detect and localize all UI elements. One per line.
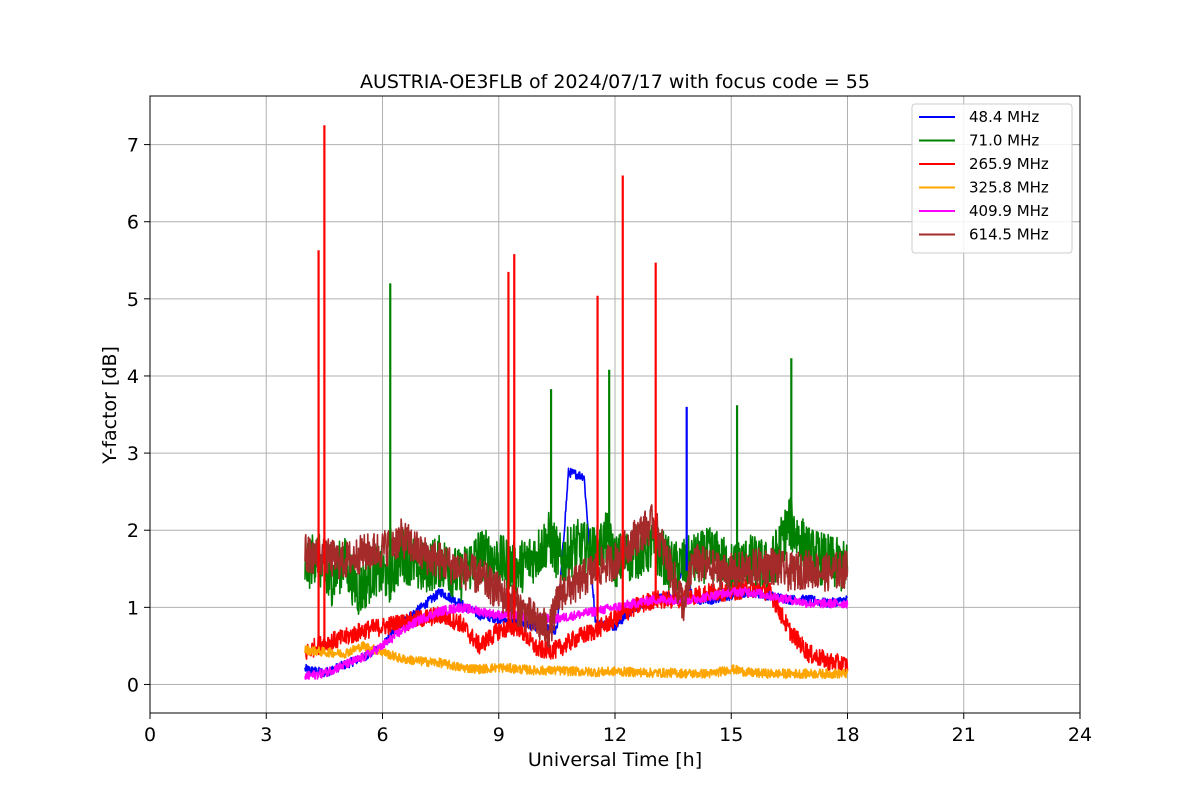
series-line-5: [304, 504, 849, 649]
x-tick-label: 21: [952, 724, 976, 746]
x-tick-label: 12: [603, 724, 627, 746]
series-line-2: [304, 579, 849, 674]
x-tick-label: 18: [835, 724, 859, 746]
x-tick-label: 6: [376, 724, 388, 746]
x-tick-label: 0: [144, 724, 156, 746]
legend-label: 48.4 MHz: [969, 108, 1039, 126]
y-tick-label: 1: [127, 597, 139, 619]
series-line-4: [304, 586, 849, 680]
legend-label: 614.5 MHz: [969, 226, 1049, 244]
series-line-3: [304, 641, 849, 680]
chart-title: AUSTRIA-OE3FLB of 2024/07/17 with focus …: [360, 71, 870, 93]
legend-label: 71.0 MHz: [969, 132, 1039, 150]
legend: 48.4 MHz 71.0 MHz 265.9 MHz 325.8 MHz 409.9…: [911, 103, 1073, 254]
y-tick-label: 6: [127, 212, 139, 234]
y-axis: 0 1 2 3 4 5 6 7: [127, 135, 150, 696]
x-axis-label: Universal Time [h]: [528, 749, 702, 771]
x-tick-label: 3: [260, 724, 272, 746]
y-axis-label: Y-factor [dB]: [99, 346, 121, 465]
plot-area: [304, 125, 849, 680]
y-tick-label: 5: [127, 289, 139, 311]
legend-label: 325.8 MHz: [969, 179, 1049, 197]
x-tick-label: 24: [1068, 724, 1092, 746]
x-tick-label: 15: [719, 724, 743, 746]
y-tick-label: 0: [127, 674, 139, 696]
y-tick-label: 4: [127, 366, 139, 388]
x-axis: 0 3 6 9 12 15 18 21 24: [144, 713, 1092, 746]
legend-label: 409.9 MHz: [969, 202, 1049, 220]
legend-label: 265.9 MHz: [969, 155, 1049, 173]
y-tick-label: 7: [127, 135, 139, 157]
y-tick-label: 3: [127, 443, 139, 465]
x-tick-label: 9: [493, 724, 505, 746]
y-tick-label: 2: [127, 520, 139, 542]
